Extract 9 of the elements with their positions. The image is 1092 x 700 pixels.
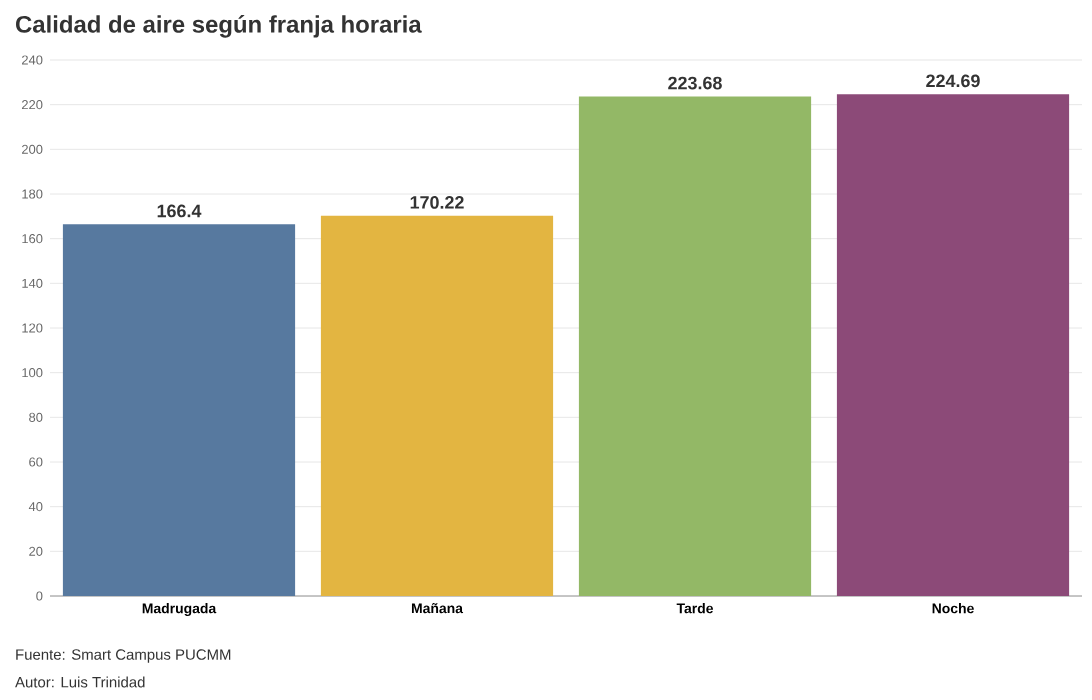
chart-title: Calidad de aire según franja horaria — [16, 15, 422, 38]
data-label: 166.4 — [157, 204, 202, 218]
data-label: 224.69 — [926, 74, 980, 88]
data-label: 170.22 — [410, 196, 464, 209]
bar — [836, 94, 1070, 596]
data-label: 223.68 — [668, 76, 722, 90]
bar — [578, 96, 812, 596]
bar — [320, 215, 554, 596]
bar — [62, 224, 296, 596]
